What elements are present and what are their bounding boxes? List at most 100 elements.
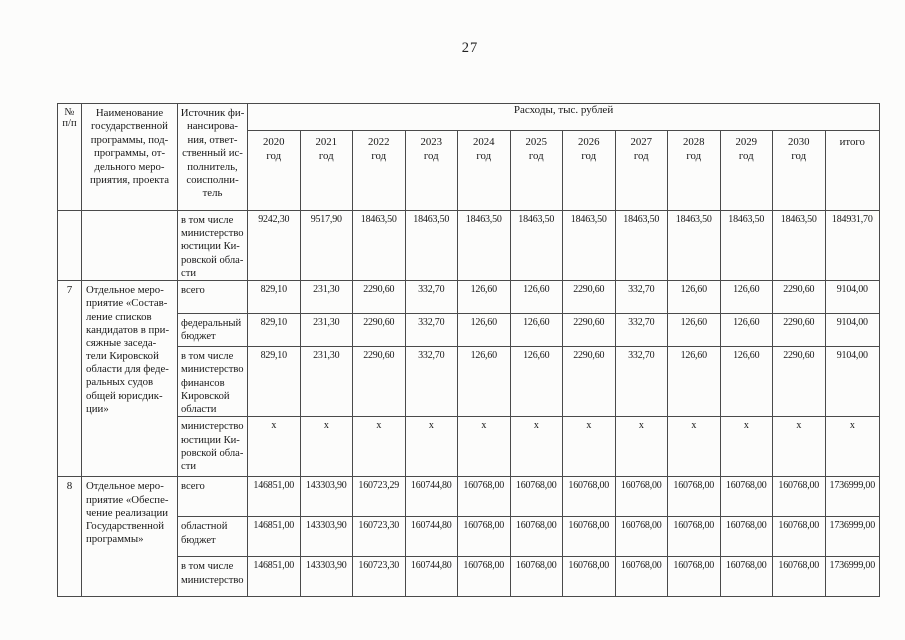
value-cell: 126,60 [667,346,721,418]
value-cell: 2290,60 [352,280,406,315]
value-cell: х [562,416,616,478]
funding-source: всего [177,280,248,315]
table-row: 8 Отдельное меро- приятие «Обеспе- чение … [57,476,881,598]
value-cell: 9104,00 [824,346,881,418]
value-cell: 160744,80 [404,476,458,518]
value-cell: х [299,416,353,478]
program-name: Отдельное меро- приятие «Обеспе- чение р… [81,476,178,598]
value-cell: 146851,00 [247,556,301,598]
value-cell: 2290,60 [352,346,406,418]
value-cell: 160723,30 [352,516,406,558]
program-name [81,209,178,282]
col-header-year: 2028 год [667,130,721,211]
value-cell: 332,70 [614,313,668,348]
col-header-year: 2024 год [457,130,511,211]
value-cell: 126,60 [667,280,721,315]
value-cell: 160768,00 [509,556,563,598]
value-cell: х [824,416,881,478]
value-cell: 829,10 [247,313,301,348]
table-header: № п/п Наименование государственной програ… [57,103,881,211]
col-header-year: 2022 год [352,130,406,211]
value-cell: 160768,00 [772,556,826,598]
value-cell: 9517,90 [299,209,353,282]
table-body: в том числе министерство юстиции Ки- ров… [57,209,881,598]
value-cell: 160768,00 [667,556,721,598]
page-number: 27 [461,40,479,56]
value-cell: 160768,00 [614,476,668,518]
value-cell: 146851,00 [247,516,301,558]
value-cell: 160744,80 [404,556,458,598]
value-cell: 160768,00 [772,516,826,558]
value-cell: 332,70 [404,280,458,315]
value-cell: 9104,00 [824,313,881,348]
col-header-year: 2030 год [772,130,826,211]
value-cell: 1736999,00 [824,556,881,598]
value-cell: 126,60 [509,346,563,418]
table-row: федеральный бюджет 829,10 231,30 2290,60 332… [58,313,881,348]
value-cell: 829,10 [247,346,301,418]
value-cell: 160768,00 [719,556,773,598]
value-cell: 126,60 [719,280,773,315]
value-cell: 146851,00 [247,476,301,518]
value-cell: 160768,00 [562,516,616,558]
value-cell: 160768,00 [772,476,826,518]
value-cell: 18463,50 [719,209,773,282]
value-cell: 160768,00 [614,516,668,558]
value-cell: х [352,416,406,478]
funding-source: в том числе министерство финансов Кировс… [177,346,248,418]
col-header-program-name: Наименование государственной программы, … [81,103,178,211]
value-cell: х [719,416,773,478]
value-cell: 332,70 [404,313,458,348]
col-header-year: 2025 год [509,130,563,211]
value-cell: 18463,50 [614,209,668,282]
funding-source: всего [177,476,248,518]
value-cell: 9104,00 [824,280,881,315]
value-cell: 1736999,00 [824,476,881,518]
col-header-funding-source: Источник фи- нансирова- ния, ответ- стве… [177,103,248,211]
col-header-year: 2029 год [719,130,773,211]
value-cell: 18463,50 [562,209,616,282]
col-header-year: 2026 год [562,130,616,211]
value-cell: 2290,60 [772,313,826,348]
value-cell: 160768,00 [719,516,773,558]
row-number: 8 [57,476,82,598]
funding-source: федеральный бюджет [177,313,248,348]
value-cell: 18463,50 [509,209,563,282]
row-number: 7 [57,280,82,478]
value-cell: 143303,90 [299,476,353,518]
table-row: областной бюджет 146851,00 143303,90 160723… [58,516,881,558]
value-cell: 126,60 [719,313,773,348]
value-cell: 160768,00 [614,556,668,598]
value-cell: 18463,50 [772,209,826,282]
value-cell: 160768,00 [562,476,616,518]
value-cell: 18463,50 [404,209,458,282]
value-cell: 231,30 [299,280,353,315]
col-header-year: 2021 год [299,130,353,211]
value-cell: 231,30 [299,346,353,418]
value-cell: х [772,416,826,478]
value-cell: 126,60 [457,346,511,418]
value-cell: 160768,00 [509,516,563,558]
funding-source: министерство юстиции Ки- ровской обла- с… [177,416,248,478]
table-row: министерство юстиции Ки- ровской обла- с… [58,416,881,478]
value-cell: 126,60 [667,313,721,348]
value-cell: 2290,60 [562,313,616,348]
value-cell: 2290,60 [772,346,826,418]
value-cell: х [667,416,721,478]
value-cell: 143303,90 [299,516,353,558]
value-cell: 1736999,00 [824,516,881,558]
value-cell: 2290,60 [562,280,616,315]
value-cell: 160768,00 [667,476,721,518]
value-cell: 2290,60 [352,313,406,348]
value-cell: 2290,60 [562,346,616,418]
value-cell: 160768,00 [457,516,511,558]
col-header-year: 2027 год [614,130,668,211]
value-cell: 126,60 [457,280,511,315]
value-cell: 160768,00 [509,476,563,518]
value-cell: х [614,416,668,478]
table-row: 7 Отдельное меро- приятие «Состав- ление … [57,280,881,478]
value-cell: 829,10 [247,280,301,315]
value-cell: 18463,50 [667,209,721,282]
value-cell: 126,60 [457,313,511,348]
